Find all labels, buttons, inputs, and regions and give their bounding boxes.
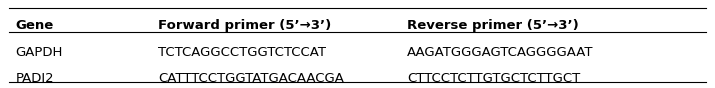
Text: PADI2: PADI2 bbox=[16, 72, 54, 85]
Text: Reverse primer (5’→3’): Reverse primer (5’→3’) bbox=[408, 19, 579, 32]
Text: Gene: Gene bbox=[16, 19, 54, 32]
Text: TCTCAGGCCTGGTCTCCAT: TCTCAGGCCTGGTCTCCAT bbox=[158, 45, 326, 59]
Text: CTTCCTCTTGTGCTCTTGCT: CTTCCTCTTGTGCTCTTGCT bbox=[408, 72, 581, 85]
Text: CATTTCCTGGTATGACAACGA: CATTTCCTGGTATGACAACGA bbox=[158, 72, 344, 85]
Text: Forward primer (5’→3’): Forward primer (5’→3’) bbox=[158, 19, 331, 32]
Text: GAPDH: GAPDH bbox=[16, 45, 63, 59]
Text: AAGATGGGAGTCAGGGGAAT: AAGATGGGAGTCAGGGGAAT bbox=[408, 45, 594, 59]
